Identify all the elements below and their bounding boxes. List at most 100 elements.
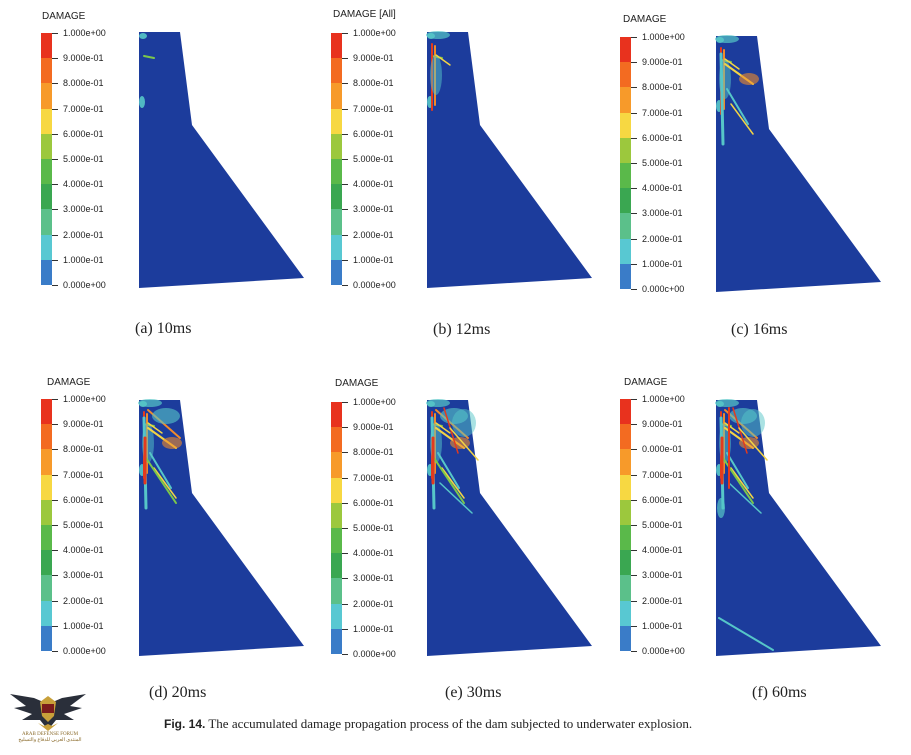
legend-title: DAMAGE — [42, 11, 86, 22]
legend-swatch — [331, 553, 342, 579]
legend-tick-label: 7.000e-01 — [642, 107, 683, 118]
legend-tick-label: 0.000e+00 — [353, 280, 396, 290]
legend-swatch — [620, 62, 631, 88]
legend-swatch — [41, 33, 52, 59]
dam-body — [427, 400, 592, 656]
dam-body — [716, 400, 881, 656]
legend-tick-label: 5.000e-01 — [63, 154, 104, 164]
legend-tick — [52, 550, 58, 552]
legend-swatch — [620, 525, 631, 551]
legend-tick-label: 6.000e-01 — [642, 494, 683, 505]
legend-swatch — [620, 213, 631, 240]
legend-tick — [631, 399, 637, 400]
legend-tick-label: 1.000e-01 — [642, 258, 683, 269]
legend-tick — [52, 259, 58, 261]
legend-tick-label: 2.000e-01 — [642, 233, 683, 244]
legend-tick — [342, 402, 348, 403]
legend-tick — [342, 654, 348, 655]
legend-tick-label: 1.000e-01 — [353, 254, 394, 265]
legend-tick — [342, 553, 348, 555]
legend-tick — [342, 578, 348, 580]
legend-tick — [342, 528, 348, 529]
legend-swatch — [620, 188, 631, 214]
legend-tick — [631, 600, 637, 602]
legend-tick-label: 9.000e-01 — [642, 57, 683, 68]
legend-swatch — [331, 159, 342, 185]
damage-zone — [715, 35, 759, 146]
dam-contour-plot — [715, 399, 881, 656]
legend-tick — [631, 499, 637, 501]
legend-swatch — [41, 209, 52, 236]
legend-tick-label: 6.000e-01 — [353, 128, 394, 139]
legend-tick-label: 9.000e-01 — [63, 419, 104, 430]
legend-tick-label: 4.000e-01 — [63, 179, 104, 190]
legend-swatch — [331, 209, 342, 236]
damage-zone — [426, 31, 451, 111]
legend-swatch — [41, 449, 52, 476]
legend-swatch — [41, 234, 52, 261]
legend-tick-label: 6.000e-01 — [642, 132, 683, 143]
legend-swatch — [620, 600, 631, 627]
subfigure-caption: (f) 60ms — [752, 684, 807, 701]
legend-tick-label: 2.000e-01 — [353, 598, 394, 609]
legend-tick-label: 8.000e-01 — [353, 78, 394, 89]
legend-tick — [52, 399, 58, 400]
legend-tick — [631, 525, 637, 526]
legend-tick — [52, 474, 58, 476]
legend-tick-label: 6.000e-01 — [63, 128, 104, 139]
legend-tick-label: 8.000e-01 — [642, 82, 683, 93]
legend-tick-label: 1.000e+00 — [353, 28, 396, 38]
legend-tick — [342, 502, 348, 504]
legend-tick-label: 5.000e-01 — [642, 158, 683, 168]
legend-tick-label: 9.000e-01 — [642, 419, 683, 430]
legend-tick — [342, 33, 348, 34]
legend-tick — [342, 159, 348, 160]
legend-tick — [342, 234, 348, 236]
legend-tick — [52, 159, 58, 160]
legend-title: DAMAGE [All] — [333, 9, 396, 20]
legend-tick-label: 1.000e-01 — [63, 254, 104, 265]
legend-tick-label: 3.000e-01 — [642, 208, 683, 219]
legend-swatch — [620, 424, 631, 450]
legend-swatch — [41, 108, 52, 135]
legend-tick — [52, 184, 58, 186]
legend-tick — [631, 474, 637, 476]
legend-tick — [342, 209, 348, 211]
legend-swatch — [41, 83, 52, 110]
legend-tick — [631, 263, 637, 265]
legend-tick — [631, 449, 637, 451]
legend-tick-label: 0.000e+00 — [353, 649, 396, 659]
legend-swatch — [620, 112, 631, 139]
damage-legend: 1.000e+00 9.000e-01 0.000e-01 7.000e-01 6.00… — [620, 394, 710, 656]
legend-tick — [342, 452, 348, 454]
legend-swatch — [41, 58, 52, 84]
damage-legend: 1.000e+00 9.000e-01 8.000e-01 7.000e-01 6.00… — [620, 32, 710, 294]
legend-swatch — [331, 427, 342, 453]
legend-swatch — [620, 263, 631, 290]
legend-swatch — [331, 477, 342, 504]
legend-tick — [631, 289, 637, 290]
damage-legend: 1.000e+00 9.000e-01 8.000e-01 7.000e-01 6.00… — [41, 28, 131, 290]
legend-tick — [52, 651, 58, 652]
legend-swatch — [331, 452, 342, 479]
legend-swatch — [331, 33, 342, 59]
legend-tick-label: 8.000e-01 — [63, 444, 104, 455]
legend-tick-label: 7.000e-01 — [642, 469, 683, 480]
dam-body — [427, 32, 592, 288]
legend-tick — [342, 427, 348, 429]
legend-tick-label: 7.000e-01 — [63, 469, 104, 480]
subfigure-caption: (d) 20ms — [149, 684, 207, 701]
watermark-line1: ARAB DEFENSE FORUM — [21, 732, 79, 737]
legend-tick-label: 6.000e-01 — [63, 494, 104, 505]
subfigure-caption: (e) 30ms — [445, 684, 502, 701]
legend-tick — [342, 285, 348, 286]
legend-title: DAMAGE — [624, 377, 668, 388]
legend-swatch — [331, 259, 342, 286]
legend-tick-label: 9.000e-01 — [353, 422, 394, 433]
subfigure-caption: (c) 16ms — [731, 321, 788, 338]
legend-tick-label: 9.000e-01 — [63, 53, 104, 64]
legend-swatch — [41, 424, 52, 450]
legend-tick — [342, 83, 348, 85]
legend-tick — [631, 62, 637, 64]
legend-tick — [631, 550, 637, 552]
